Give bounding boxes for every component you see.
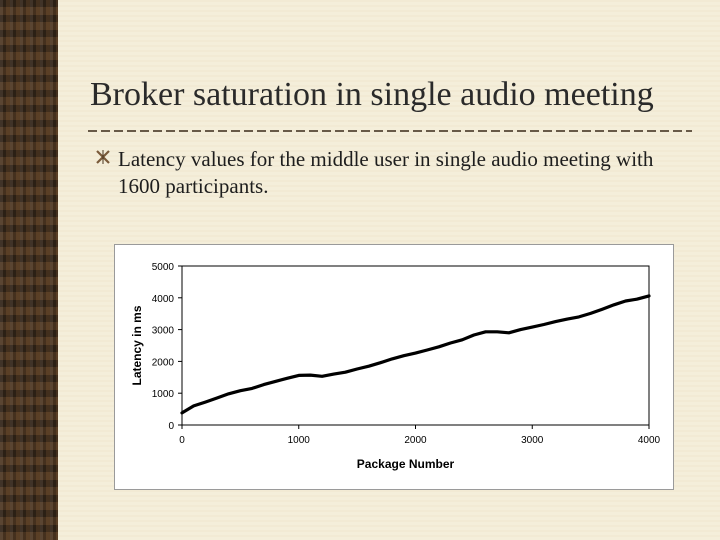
y-axis-label: Latency in ms [130, 305, 144, 385]
x-tick-label: 0 [179, 435, 185, 446]
slide-title: Broker saturation in single audio meetin… [90, 76, 654, 113]
title-divider [88, 130, 692, 132]
y-tick-label: 3000 [152, 326, 175, 337]
y-tick-label: 4000 [152, 294, 175, 305]
chart-frame: 0 1000 2000 3000 4000 5000 0 1000 2000 3000 4000 Pa… [114, 244, 674, 490]
bullet-text: Latency values for the middle user in si… [118, 147, 654, 198]
y-tick-label: 5000 [152, 262, 175, 273]
y-tick-label: 1000 [152, 389, 175, 400]
ornamental-cross-icon [96, 150, 110, 164]
latency-chart: 0 1000 2000 3000 4000 5000 0 1000 2000 3000 4000 Pa… [130, 262, 661, 471]
x-axis-label: Package Number [357, 457, 455, 471]
x-tick-label: 2000 [404, 435, 427, 446]
plot-area [181, 265, 650, 426]
x-tick-label: 4000 [638, 435, 661, 446]
y-tick-label: 2000 [152, 357, 175, 368]
x-tick-label: 3000 [521, 435, 544, 446]
decorative-left-border [0, 0, 58, 540]
x-tick-label: 1000 [288, 435, 311, 446]
y-tick-label: 0 [168, 421, 174, 432]
series-line [180, 294, 651, 415]
